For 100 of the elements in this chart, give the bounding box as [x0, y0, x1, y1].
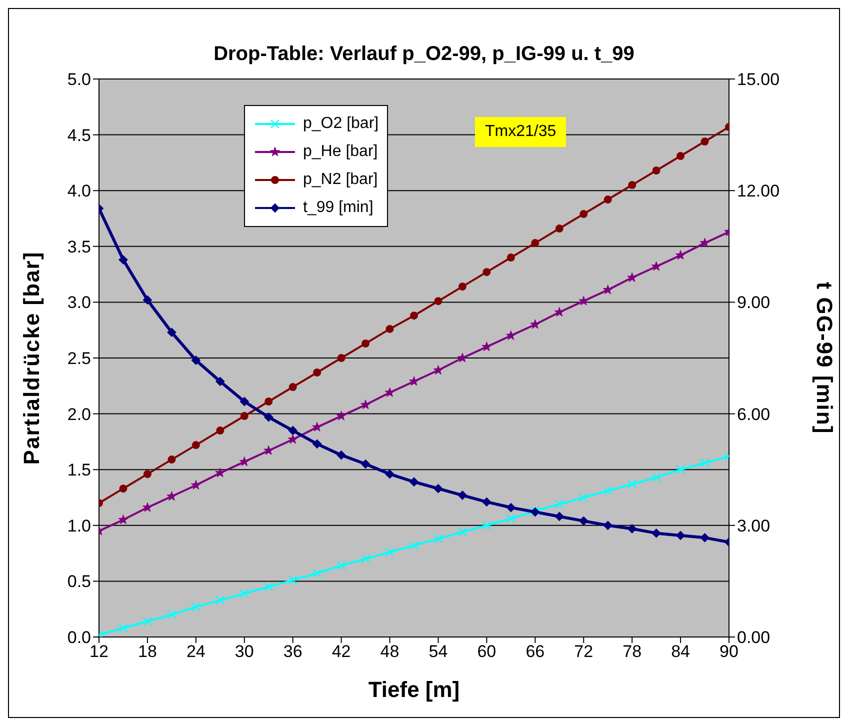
- y2-tick-label: 3.00: [737, 516, 770, 536]
- point: [167, 610, 176, 620]
- point: [336, 410, 346, 420]
- point: [362, 339, 370, 348]
- point: [312, 439, 322, 448]
- point: [288, 575, 298, 585]
- x-tick-label: 36: [283, 642, 302, 662]
- point: [627, 480, 637, 489]
- point: [313, 368, 322, 377]
- point: [676, 250, 686, 260]
- point: [216, 376, 225, 386]
- point: [700, 238, 710, 248]
- x-tick-label: 12: [90, 642, 108, 662]
- point: [118, 255, 128, 264]
- point: [458, 282, 466, 291]
- point: [384, 387, 395, 397]
- point: [458, 527, 468, 537]
- point: [312, 422, 322, 432]
- point: [288, 426, 298, 436]
- point: [554, 512, 564, 521]
- point: [700, 533, 710, 542]
- point: [578, 296, 589, 306]
- point: [240, 397, 249, 406]
- y-tick-label: 0.0: [67, 628, 91, 648]
- point: [676, 152, 685, 160]
- point: [651, 261, 662, 271]
- point: [142, 616, 152, 626]
- point: [676, 530, 686, 540]
- y-axis-title: Partialdrücke [bar]: [18, 251, 44, 465]
- x-tick-label: 60: [477, 642, 496, 662]
- point: [579, 492, 588, 502]
- point: [336, 450, 346, 460]
- point: [603, 486, 612, 496]
- legend-label: p_N2 [bar]: [303, 171, 378, 189]
- y-tick-label: 1.0: [67, 516, 91, 536]
- y2-tick-label: 9.00: [737, 293, 770, 312]
- point: [408, 376, 420, 386]
- point: [216, 596, 225, 605]
- y-tick-label: 3.0: [67, 293, 91, 312]
- point: [604, 196, 612, 204]
- point: [506, 330, 516, 340]
- point: [288, 383, 297, 392]
- point: [554, 306, 564, 317]
- point: [458, 490, 467, 500]
- x-tick-label: 24: [186, 642, 206, 662]
- point: [434, 297, 442, 306]
- y2-tick-label: 0.00: [737, 628, 770, 648]
- point: [361, 460, 370, 469]
- y-tick-label: 3.5: [67, 237, 91, 256]
- point: [336, 560, 346, 570]
- x-tick-label: 18: [138, 642, 157, 662]
- point: [385, 548, 394, 557]
- point: [410, 477, 418, 486]
- y-tick-label: 1.5: [67, 460, 91, 480]
- point: [191, 602, 201, 612]
- point: [360, 554, 370, 564]
- point: [628, 181, 636, 190]
- x-tick-label: 42: [332, 642, 351, 662]
- point: [360, 400, 371, 410]
- point: [530, 319, 540, 329]
- point: [142, 295, 152, 304]
- point: [482, 268, 491, 276]
- y2-axis-title: t GG-99 [min]: [812, 282, 838, 434]
- point: [506, 254, 515, 262]
- point: [700, 458, 710, 468]
- point: [555, 224, 564, 233]
- point: [602, 284, 613, 294]
- point: [142, 502, 152, 512]
- point: [434, 484, 443, 494]
- y-tick-label: 0.5: [67, 572, 91, 592]
- point: [482, 520, 492, 530]
- point: [652, 528, 661, 538]
- x-tick-label: 90: [720, 642, 738, 662]
- point: [118, 514, 128, 524]
- chart-title: Drop-Table: Verlauf p_O2-99, p_IG-99 u. t_99: [212, 43, 636, 66]
- point: [386, 324, 394, 333]
- y2-tick-label: 6.00: [737, 404, 770, 424]
- point: [506, 503, 516, 512]
- y2-tick-label: 15.00: [737, 70, 780, 90]
- point: [168, 456, 176, 464]
- point: [652, 472, 661, 482]
- point: [119, 484, 128, 493]
- point: [166, 491, 177, 501]
- point: [410, 312, 418, 320]
- x-tick-label: 78: [622, 642, 642, 662]
- point: [676, 465, 686, 474]
- point: [240, 588, 249, 598]
- legend-label: p_O2 [bar]: [303, 115, 379, 133]
- point: [482, 342, 492, 352]
- point: [457, 352, 468, 362]
- x-axis-title: Tiefe [m]: [368, 677, 460, 702]
- point: [143, 470, 152, 478]
- point: [700, 137, 709, 146]
- x-tick-label: 54: [428, 642, 448, 662]
- point: [580, 210, 588, 218]
- point: [191, 356, 200, 365]
- y2-tick-label: 12.00: [737, 182, 780, 201]
- x-tick-label: 84: [671, 642, 690, 662]
- point: [167, 328, 176, 337]
- point: [264, 412, 274, 422]
